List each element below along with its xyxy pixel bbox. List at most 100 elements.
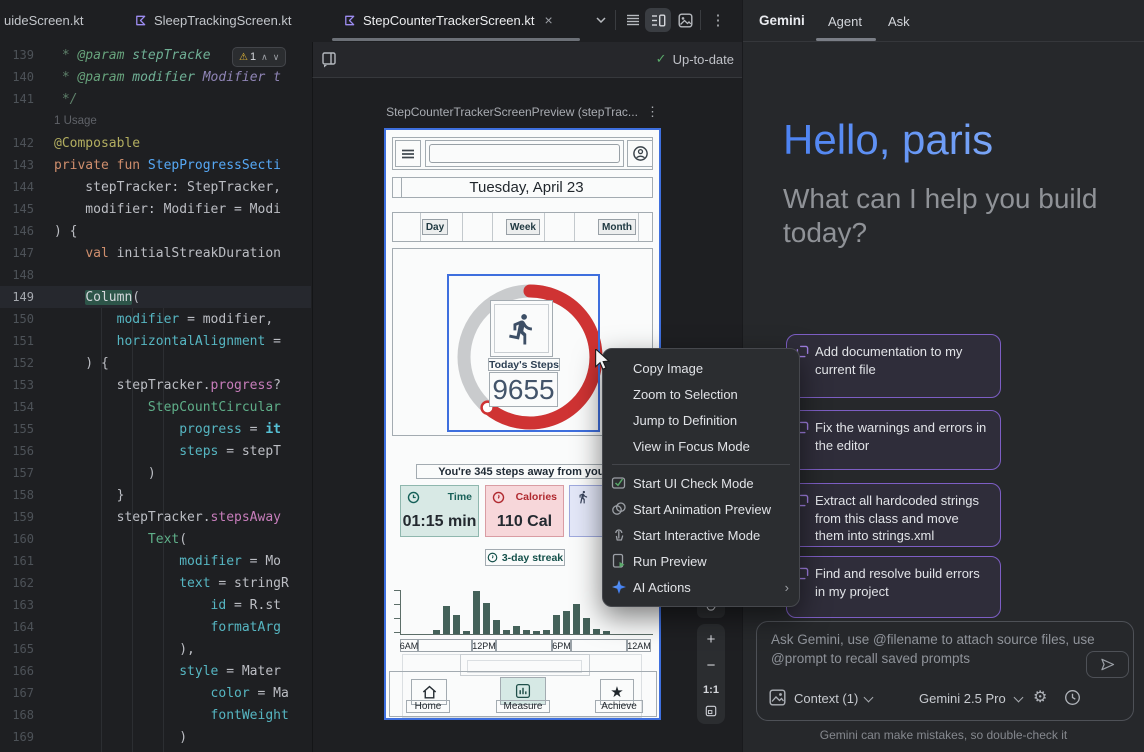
profile-button[interactable] <box>627 140 653 167</box>
code-line[interactable]: 161 modifier = Mo <box>0 550 311 572</box>
zoom-out-button[interactable]: − <box>706 657 716 675</box>
code-line[interactable]: 149 Column( <box>0 286 311 308</box>
account-circle-icon <box>632 146 648 161</box>
suggestion-card[interactable]: Find and resolve build errors in my proj… <box>786 556 1001 618</box>
code-line[interactable]: 146) { <box>0 220 311 242</box>
menu-item-view-in-focus-mode[interactable]: View in Focus Mode <box>603 433 799 459</box>
settings-gear-icon[interactable]: ⚙ <box>1033 689 1048 706</box>
run-icon <box>611 553 627 569</box>
attach-image-icon[interactable] <box>769 689 786 706</box>
code-line[interactable]: 145 modifier: Modifier = Modi <box>0 198 311 220</box>
search-field[interactable] <box>425 140 624 167</box>
code-line[interactable]: 140 * @param modifier Modifier t <box>0 66 311 88</box>
code-line[interactable]: 163 id = R.st <box>0 594 311 616</box>
code-editor[interactable]: 139 * @param stepTracke 140 * @param modi… <box>0 42 311 752</box>
gemini-header: Gemini Agent Ask <box>743 0 1144 42</box>
code-text: progress = it <box>179 422 281 437</box>
code-view-icon[interactable] <box>623 10 643 30</box>
line-number: 157 <box>12 466 34 480</box>
code-line[interactable]: 155 progress = it <box>0 418 311 440</box>
zoom-to-fit-icon[interactable] <box>705 705 717 717</box>
model-selector[interactable]: Gemini 2.5 Pro <box>919 691 1006 706</box>
chart-bar <box>493 620 500 634</box>
code-line[interactable]: 160 Text( <box>0 528 311 550</box>
tab-week[interactable]: Week <box>506 219 540 235</box>
send-button[interactable] <box>1086 651 1129 678</box>
preview-title[interactable]: StepCounterTrackerScreenPreview (stepTra… <box>386 105 638 119</box>
code-line[interactable]: 148 <box>0 264 311 286</box>
menu-item-zoom-to-selection[interactable]: Zoom to Selection <box>603 381 799 407</box>
tab-guidescreen[interactable]: uideScreen.kt <box>4 0 84 40</box>
nav-measure-label[interactable]: Measure <box>496 700 550 713</box>
nav-home-label[interactable]: Home <box>406 700 450 713</box>
prompt-input[interactable]: Ask Gemini, use @filename to attach sour… <box>756 621 1134 721</box>
menu-item-start-ui-check-mode[interactable]: Start UI Check Mode <box>603 470 799 496</box>
code-text: Column( <box>85 290 141 305</box>
close-tab-icon[interactable]: × <box>544 12 553 28</box>
code-line[interactable]: 169 ) <box>0 726 311 748</box>
zoom-controls: + − 1:1 <box>697 624 725 724</box>
tab-day[interactable]: Day <box>422 219 448 235</box>
inlay-hint-row[interactable]: 1 Usage <box>0 110 311 132</box>
code-line[interactable]: 154 StepCountCircular <box>0 396 311 418</box>
chart-bar <box>553 615 560 634</box>
code-line[interactable]: 158 } <box>0 484 311 506</box>
code-line[interactable]: 142 @Composable <box>0 132 311 154</box>
zoom-in-button[interactable]: + <box>706 631 716 648</box>
code-line[interactable]: 164 formatArg <box>0 616 311 638</box>
code-line[interactable]: 159 stepTracker.stepsAway <box>0 506 311 528</box>
code-line[interactable]: 170 ) <box>0 748 311 752</box>
code-line[interactable]: 166 style = Mater <box>0 660 311 682</box>
suggestion-card[interactable]: Add documentation to my current file <box>786 334 1001 398</box>
next-issue-icon[interactable]: ∨ <box>272 51 280 62</box>
code-line[interactable]: 167 color = Ma <box>0 682 311 704</box>
suggestion-card[interactable]: Fix the warnings and errors in the edito… <box>786 410 1001 470</box>
code-line[interactable]: 152 ) { <box>0 352 311 374</box>
menu-button[interactable] <box>395 140 421 167</box>
code-line[interactable]: 143 private fun StepProgressSecti <box>0 154 311 176</box>
tab-agent[interactable]: Agent <box>828 14 862 29</box>
split-view-icon[interactable] <box>645 8 671 32</box>
code-line[interactable]: 168 fontWeight <box>0 704 311 726</box>
code-line[interactable]: 144 stepTracker: StepTracker, <box>0 176 311 198</box>
code-line[interactable]: 141 */ <box>0 88 311 110</box>
code-line[interactable]: 153 stepTracker.progress? <box>0 374 311 396</box>
code-text: stepTracker.progress? <box>54 378 281 393</box>
preview-layout-options-icon[interactable] <box>321 51 338 68</box>
menu-item-ai-actions[interactable]: AI Actions › <box>603 574 799 600</box>
menu-item-start-animation-preview[interactable]: Start Animation Preview <box>603 496 799 522</box>
prev-issue-icon[interactable]: ∧ <box>261 51 268 62</box>
nav-achieve-label[interactable]: Achieve <box>595 700 643 713</box>
nav-home-button[interactable] <box>411 679 447 705</box>
tab-stepcountertrackerscreen[interactable]: StepCounterTrackerScreen.kt × <box>343 0 553 40</box>
nav-achieve-button[interactable]: ★ <box>600 679 634 705</box>
code-line[interactable]: 162 text = stringR <box>0 572 311 594</box>
code-line[interactable]: 156 steps = stepT <box>0 440 311 462</box>
tab-ask[interactable]: Ask <box>888 14 910 29</box>
code-line[interactable]: 150 modifier = modifier, <box>0 308 311 330</box>
code-line[interactable]: 165 ), <box>0 638 311 660</box>
chart-x-spacer <box>496 639 552 652</box>
code-line[interactable]: 139 * @param stepTracke <box>0 44 311 66</box>
history-clock-icon[interactable] <box>1064 689 1081 706</box>
zoom-actual-size-button[interactable]: 1:1 <box>703 683 719 696</box>
tab-month[interactable]: Month <box>598 219 636 235</box>
context-selector[interactable]: Context (1) <box>794 691 859 706</box>
code-line[interactable]: 151 horizontalAlignment = <box>0 330 311 352</box>
tab-list-chevron-icon[interactable] <box>591 10 611 30</box>
chart-bar <box>463 631 470 634</box>
menu-item-run-preview[interactable]: Run Preview <box>603 548 799 574</box>
code-line[interactable]: 147 val initialStreakDuration <box>0 242 311 264</box>
more-options-icon[interactable]: ⋮ <box>710 12 726 29</box>
suggestion-card[interactable]: Extract all hardcoded strings from this … <box>786 483 1001 547</box>
menu-item-start-interactive-mode[interactable]: Start Interactive Mode <box>603 522 799 548</box>
inspections-widget[interactable]: ⚠ 1 ∧ ∨ <box>232 47 287 67</box>
design-view-icon[interactable] <box>675 10 695 30</box>
line-number: 139 <box>12 48 34 62</box>
code-line[interactable]: 157 ) <box>0 462 311 484</box>
menu-item-jump-to-definition[interactable]: Jump to Definition <box>603 407 799 433</box>
menu-item-copy-image[interactable]: Copy Image <box>603 355 799 381</box>
tab-sleeptrackingscreen[interactable]: SleepTrackingScreen.kt <box>134 0 292 40</box>
line-number: 152 <box>12 356 34 370</box>
preview-more-icon[interactable]: ⋮ <box>645 104 659 119</box>
